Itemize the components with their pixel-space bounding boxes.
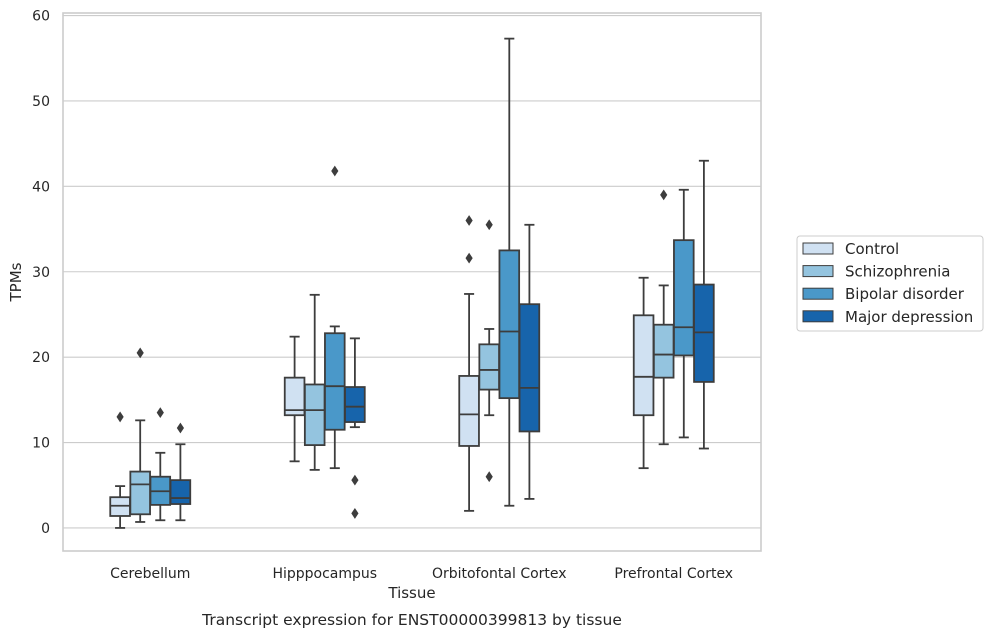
boxplot xyxy=(518,223,541,500)
box xyxy=(478,343,500,391)
box xyxy=(344,386,366,423)
outlier-point xyxy=(331,165,339,177)
legend-label: Control xyxy=(845,240,899,258)
boxplot xyxy=(693,159,715,450)
box xyxy=(324,332,346,431)
y-tick-label: 30 xyxy=(32,265,50,281)
boxplot xyxy=(149,407,172,522)
outlier-point xyxy=(351,474,359,486)
legend: Control Schizophrenia Bipolar disorder Majo… xyxy=(796,235,984,332)
box xyxy=(458,375,480,447)
boxplot xyxy=(169,422,192,522)
boxplot xyxy=(109,411,131,529)
x-tick-label: Prefrontal Cortex xyxy=(614,566,733,582)
legend-label: Major depression xyxy=(845,308,973,326)
legend-swatch xyxy=(802,310,834,323)
x-tick-label: Hipppocampus xyxy=(272,566,377,582)
box xyxy=(652,323,675,379)
outlier-point xyxy=(465,215,473,226)
outlier-point xyxy=(156,407,164,419)
plot-area xyxy=(63,13,761,551)
legend-frame xyxy=(796,235,984,332)
outlier-point xyxy=(660,189,668,201)
legend-swatch xyxy=(802,242,834,255)
box xyxy=(169,479,192,505)
box xyxy=(498,249,521,400)
y-tick-label: 20 xyxy=(32,350,50,366)
boxplot xyxy=(498,37,521,507)
legend-label: Schizophrenia xyxy=(845,263,950,281)
y-tick-label: 0 xyxy=(41,521,50,537)
outlier-point xyxy=(176,422,184,434)
box xyxy=(632,314,655,417)
x-tick-label: Cerebellum xyxy=(110,566,190,582)
gridlines xyxy=(63,15,761,529)
plot-frame xyxy=(62,12,762,552)
y-tick-label: 60 xyxy=(32,9,50,25)
legend-swatch xyxy=(802,265,834,278)
boxplot xyxy=(324,165,346,470)
boxplots xyxy=(109,37,715,529)
y-tick-label: 10 xyxy=(32,436,50,452)
x-axis-title: Tissue xyxy=(387,584,435,602)
box xyxy=(518,303,541,433)
y-tick-labels: 0 10 20 30 40 50 60 xyxy=(32,9,50,537)
x-tick-label: Orbitofontal Cortex xyxy=(432,566,567,582)
boxplot xyxy=(344,337,366,519)
boxplot xyxy=(478,219,500,483)
y-tick-label: 50 xyxy=(32,94,50,110)
box xyxy=(303,383,326,447)
outlier-point xyxy=(136,347,144,359)
outlier-point xyxy=(116,411,124,423)
outlier-point xyxy=(465,252,473,264)
y-axis-title: TPMs xyxy=(7,262,25,302)
box xyxy=(129,470,151,516)
boxplot xyxy=(458,215,480,512)
boxplot xyxy=(129,347,151,523)
legend-label: Bipolar disorder xyxy=(845,285,965,303)
chart-caption: Transcript expression for ENST0000039981… xyxy=(201,611,622,629)
outlier-point xyxy=(351,508,359,519)
legend-swatch xyxy=(802,287,834,300)
x-tick-labels: Cerebellum Hipppocampus Orbitofontal Corte… xyxy=(110,566,733,582)
outlier-point xyxy=(485,219,493,231)
y-tick-label: 40 xyxy=(32,179,50,195)
outlier-point xyxy=(485,471,493,483)
box xyxy=(673,239,695,357)
